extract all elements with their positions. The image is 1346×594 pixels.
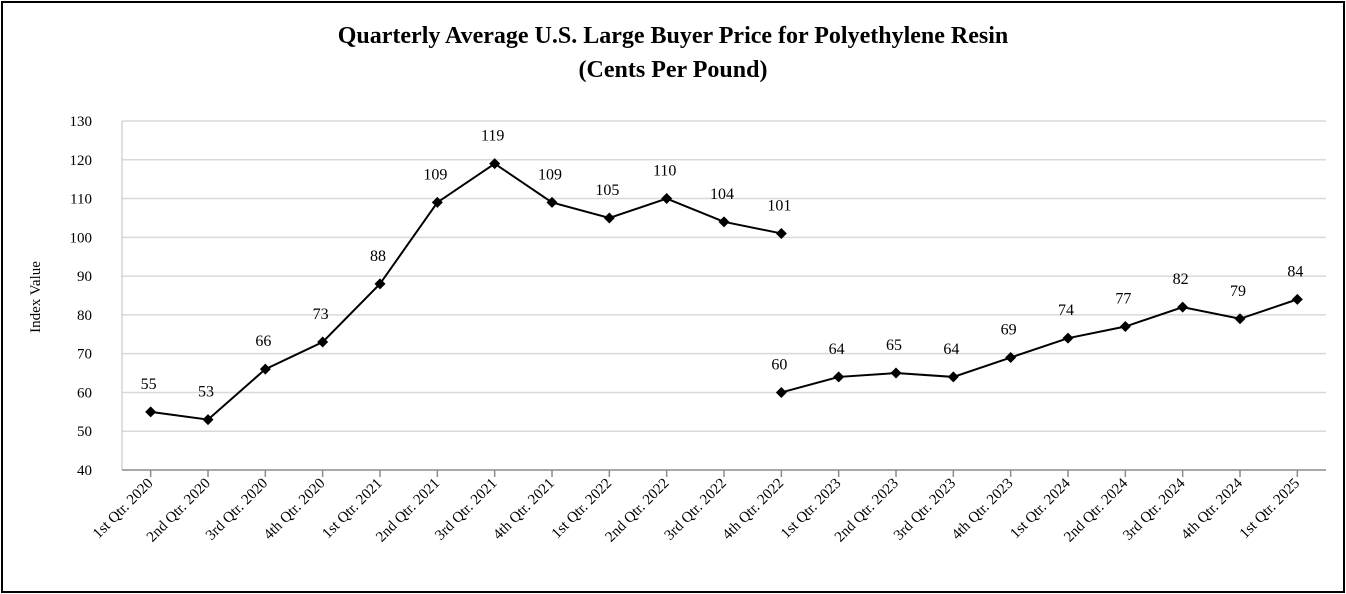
data-point-marker	[546, 196, 558, 208]
data-label: 104	[710, 186, 734, 203]
data-label: 105	[595, 182, 619, 199]
y-tick-label: 90	[77, 269, 92, 285]
y-tick-label: 110	[70, 192, 92, 208]
line-chart: Quarterly Average U.S. Large Buyer Price…	[28, 23, 1326, 545]
series-line	[150, 162, 782, 421]
y-tick-label: 70	[77, 347, 92, 363]
data-point-marker	[890, 367, 902, 379]
y-tick-label: 80	[77, 308, 92, 324]
data-label: 88	[370, 248, 386, 265]
data-label: 53	[198, 384, 214, 401]
data-label: 60	[771, 356, 787, 373]
y-tick-label: 130	[70, 114, 93, 130]
data-point-marker	[431, 196, 443, 208]
data-label: 66	[255, 333, 271, 350]
x-tick-label: 1st Qtr. 2025	[1237, 476, 1303, 542]
data-label: 101	[767, 197, 791, 214]
data-point-marker	[145, 406, 157, 418]
data-point-marker	[259, 363, 271, 375]
y-tick-label: 50	[77, 424, 92, 440]
data-point-marker	[1177, 301, 1189, 313]
data-label: 109	[538, 166, 562, 183]
data-point-marker	[202, 414, 214, 426]
x-tick-label: 3rd Qtr. 2021	[432, 476, 500, 544]
y-tick-label: 60	[77, 385, 92, 401]
data-point-marker	[603, 212, 615, 224]
x-tick-label: 4th Qtr. 2023	[949, 476, 1017, 544]
x-tick-label: 3rd Qtr. 2022	[662, 476, 730, 544]
data-label: 79	[1230, 283, 1246, 300]
data-point-marker	[775, 386, 787, 398]
x-tick-label: 3rd Qtr. 2023	[891, 476, 959, 544]
data-point-marker	[1234, 313, 1246, 325]
chart-subtitle: (Cents Per Pound)	[579, 57, 768, 83]
x-tick-label: 4th Qtr. 2022	[720, 476, 788, 544]
data-point-marker	[1291, 293, 1303, 305]
data-point-marker	[1119, 321, 1131, 333]
data-point-marker	[489, 158, 501, 170]
data-point-marker	[833, 371, 845, 383]
data-label: 74	[1058, 302, 1074, 319]
data-label: 69	[1001, 322, 1017, 339]
data-label: 64	[829, 341, 845, 358]
chart-title: Quarterly Average U.S. Large Buyer Price…	[338, 23, 1009, 49]
data-label: 84	[1287, 263, 1303, 280]
y-tick-label: 40	[77, 463, 92, 479]
y-tick-label: 120	[70, 153, 93, 169]
data-point-marker	[1062, 332, 1074, 344]
data-point-marker	[661, 193, 673, 205]
data-label: 110	[653, 163, 676, 180]
data-label: 119	[481, 128, 504, 145]
data-point-marker	[947, 371, 959, 383]
data-label: 77	[1115, 291, 1131, 308]
data-point-marker	[1005, 352, 1017, 364]
data-label: 73	[313, 306, 329, 323]
y-tick-label: 100	[70, 230, 93, 246]
data-point-marker	[374, 278, 386, 290]
x-tick-label: 4th Qtr. 2020	[261, 476, 329, 544]
x-tick-label: 4th Qtr. 2021	[490, 476, 558, 544]
data-label: 65	[886, 337, 902, 354]
data-point-marker	[775, 227, 787, 239]
x-tick-label: 3rd Qtr. 2020	[203, 476, 271, 544]
data-label: 82	[1173, 271, 1189, 288]
data-label: 64	[943, 341, 959, 358]
y-axis-label: Index Value	[28, 261, 44, 333]
series-line	[781, 298, 1298, 394]
x-tick-label: 4th Qtr. 2024	[1178, 475, 1246, 543]
data-label: 55	[141, 376, 157, 393]
data-point-marker	[718, 216, 730, 228]
data-point-marker	[317, 336, 329, 348]
data-label: 109	[423, 166, 447, 183]
